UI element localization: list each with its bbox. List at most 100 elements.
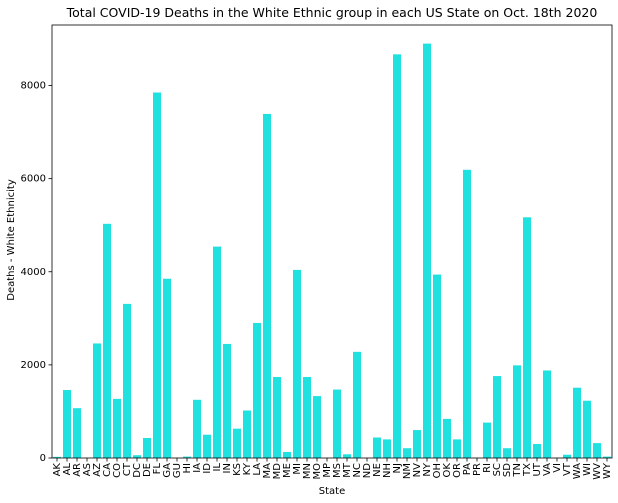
bar-AL bbox=[63, 390, 71, 458]
bar-RI bbox=[483, 422, 491, 458]
x-tick-label: WY bbox=[602, 462, 613, 479]
x-tick-label: VI bbox=[552, 463, 563, 473]
x-tick-label: CA bbox=[102, 463, 113, 477]
y-tick-label: 2000 bbox=[21, 360, 46, 371]
y-axis-ticks: 0 2000 4000 6000 8000 bbox=[21, 81, 52, 464]
bar-NH bbox=[383, 439, 391, 458]
x-tick-label: MN bbox=[302, 463, 313, 479]
bar-NY bbox=[423, 43, 431, 459]
x-tick-label: OK bbox=[442, 463, 453, 478]
x-tick-label: KS bbox=[232, 463, 243, 476]
x-tick-label: IN bbox=[222, 463, 233, 473]
x-tick-label: LA bbox=[252, 463, 263, 476]
bar-PA bbox=[463, 169, 471, 459]
x-tick-label: ID bbox=[202, 463, 213, 474]
x-tick-label: CT bbox=[122, 462, 133, 476]
chart-title: Total COVID-19 Deaths in the White Ethni… bbox=[66, 5, 598, 20]
x-tick-label: AL bbox=[62, 463, 73, 476]
bar-GA bbox=[163, 278, 171, 458]
x-tick-label: OH bbox=[432, 463, 443, 478]
bar-DE bbox=[143, 437, 151, 458]
x-tick-label: GU bbox=[172, 463, 183, 478]
x-tick-label: ME bbox=[282, 463, 293, 478]
bar-WI bbox=[583, 400, 591, 458]
bars-group bbox=[53, 43, 611, 459]
bar-MI bbox=[293, 269, 301, 458]
bar-TX bbox=[523, 217, 531, 458]
bar-VT bbox=[563, 454, 571, 458]
bar-NE bbox=[373, 437, 381, 458]
x-tick-label: IL bbox=[212, 463, 223, 472]
x-tick-label: IA bbox=[192, 463, 203, 473]
x-tick-label: VT bbox=[562, 462, 573, 476]
bar-MD bbox=[273, 376, 281, 458]
x-tick-label: NJ bbox=[392, 463, 403, 473]
bar-NJ bbox=[393, 54, 401, 458]
x-tick-label: MO bbox=[312, 463, 323, 480]
bar-CO bbox=[113, 398, 121, 458]
bar-NC bbox=[353, 351, 361, 458]
x-tick-label: FL bbox=[152, 463, 163, 475]
x-tick-label: MA bbox=[262, 463, 273, 479]
bar-MN bbox=[303, 376, 311, 458]
y-axis-label: Deaths - White Ethnicity bbox=[6, 179, 17, 301]
x-tick-label: KY bbox=[242, 462, 253, 475]
bar-MT bbox=[343, 454, 351, 458]
x-tick-label: NM bbox=[402, 463, 413, 479]
x-tick-label: MD bbox=[272, 463, 283, 480]
bar-AR bbox=[73, 408, 81, 458]
bar-DC bbox=[133, 455, 141, 458]
x-tick-label: WI bbox=[582, 463, 593, 476]
x-tick-label: DE bbox=[142, 463, 153, 477]
bar-CA bbox=[103, 223, 111, 458]
bar-OR bbox=[453, 439, 461, 458]
x-tick-label: HI bbox=[182, 463, 193, 473]
bar-KS bbox=[233, 428, 241, 458]
bar-FL bbox=[153, 92, 161, 458]
x-tick-label: WV bbox=[592, 463, 603, 480]
x-tick-label: AR bbox=[72, 463, 83, 477]
x-tick-label: NE bbox=[372, 463, 383, 477]
x-tick-label: UT bbox=[532, 462, 543, 476]
bar-HI bbox=[183, 456, 191, 458]
x-tick-label: NV bbox=[412, 463, 423, 477]
x-tick-label: AZ bbox=[92, 463, 103, 477]
bar-MO bbox=[313, 396, 321, 458]
bar-NV bbox=[413, 430, 421, 458]
bar-OK bbox=[443, 418, 451, 458]
x-tick-label: MI bbox=[292, 463, 303, 475]
y-tick-label: 0 bbox=[40, 453, 46, 464]
x-tick-label: MT bbox=[342, 462, 353, 478]
x-tick-label: OR bbox=[452, 463, 463, 478]
y-tick-label: 4000 bbox=[21, 267, 46, 278]
bar-IA bbox=[193, 399, 201, 458]
bar-TN bbox=[513, 365, 521, 458]
x-tick-label: CO bbox=[112, 463, 123, 478]
bar-SC bbox=[493, 376, 501, 458]
bar-MA bbox=[263, 113, 271, 459]
x-tick-label: DC bbox=[132, 463, 143, 478]
x-tick-label: AK bbox=[52, 463, 63, 477]
bar-ME bbox=[283, 451, 291, 458]
x-tick-label: RI bbox=[482, 463, 493, 473]
y-tick-label: 8000 bbox=[21, 81, 46, 92]
y-tick-label: 6000 bbox=[21, 174, 46, 185]
bar-NM bbox=[403, 448, 411, 458]
bar-ID bbox=[203, 434, 211, 458]
x-tick-label: PA bbox=[462, 463, 473, 475]
bar-AK bbox=[53, 456, 61, 458]
x-tick-label: ND bbox=[362, 463, 373, 478]
bar-WV bbox=[593, 443, 601, 458]
x-tick-label: NC bbox=[352, 463, 363, 477]
bar-LA bbox=[253, 322, 261, 458]
x-tick-label: AS bbox=[82, 463, 93, 476]
x-tick-label: NY bbox=[422, 462, 433, 476]
bar-WY bbox=[603, 456, 611, 458]
x-tick-label: NH bbox=[382, 463, 393, 478]
x-tick-label: TN bbox=[512, 463, 523, 478]
x-tick-label: VA bbox=[542, 463, 553, 476]
bar-KY bbox=[243, 410, 251, 458]
bar-AZ bbox=[93, 343, 101, 458]
